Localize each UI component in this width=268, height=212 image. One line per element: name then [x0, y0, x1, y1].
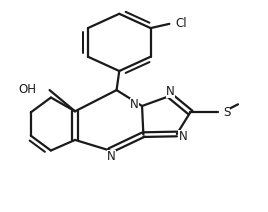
Text: S: S — [223, 106, 230, 119]
Text: OH: OH — [18, 82, 36, 96]
Text: N: N — [107, 150, 116, 163]
Text: N: N — [178, 130, 187, 143]
Text: N: N — [130, 98, 139, 111]
Text: N: N — [166, 85, 174, 98]
Text: Cl: Cl — [176, 17, 187, 30]
